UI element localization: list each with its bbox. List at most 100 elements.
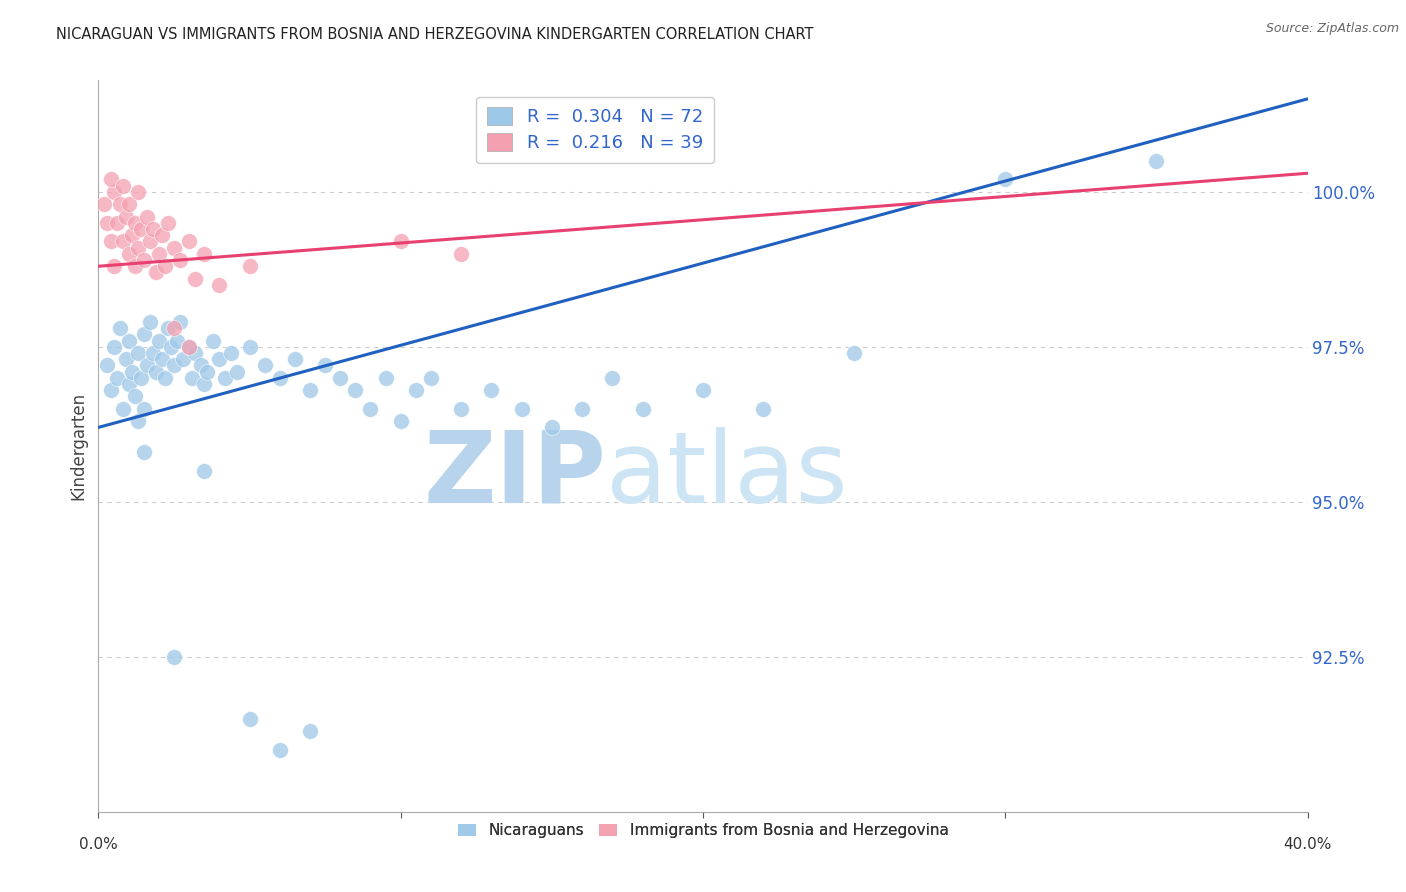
Point <box>239 259 262 273</box>
Point <box>190 359 212 373</box>
Point <box>202 334 225 348</box>
Point <box>1146 153 1168 168</box>
Point <box>118 377 141 392</box>
Point <box>179 235 201 249</box>
Point <box>179 340 201 354</box>
Point <box>142 222 165 236</box>
Point <box>163 241 186 255</box>
Point <box>994 172 1017 186</box>
Point <box>124 259 146 273</box>
Point <box>163 649 186 664</box>
Point <box>103 185 125 199</box>
Point <box>374 371 396 385</box>
Point <box>145 365 167 379</box>
Point <box>184 271 207 285</box>
Point <box>96 216 118 230</box>
Point <box>314 359 336 373</box>
Point <box>193 377 215 392</box>
Point <box>602 371 624 385</box>
Point <box>269 371 291 385</box>
Point <box>481 383 503 397</box>
Point <box>132 253 155 268</box>
Point <box>284 352 307 367</box>
Point <box>360 401 382 416</box>
Point <box>156 321 179 335</box>
Point <box>127 185 149 199</box>
Point <box>111 235 134 249</box>
Point <box>389 414 412 428</box>
Point <box>100 172 122 186</box>
Point <box>221 346 243 360</box>
Point <box>844 346 866 360</box>
Point <box>135 210 157 224</box>
Point <box>239 340 262 354</box>
Point <box>111 178 134 193</box>
Point <box>540 420 562 434</box>
Point <box>142 346 165 360</box>
Y-axis label: Kindergarten: Kindergarten <box>69 392 87 500</box>
Point <box>150 228 173 243</box>
Point <box>510 401 533 416</box>
Point <box>163 321 186 335</box>
Point <box>269 743 291 757</box>
Point <box>181 371 204 385</box>
Point <box>127 241 149 255</box>
Point <box>239 712 262 726</box>
Point <box>692 383 714 397</box>
Text: 40.0%: 40.0% <box>1284 837 1331 852</box>
Text: atlas: atlas <box>606 426 848 524</box>
Point <box>163 359 186 373</box>
Point <box>420 371 443 385</box>
Point <box>631 401 654 416</box>
Point <box>153 259 176 273</box>
Point <box>450 401 472 416</box>
Point <box>124 216 146 230</box>
Point <box>145 265 167 279</box>
Point <box>148 334 170 348</box>
Point <box>118 247 141 261</box>
Point <box>118 197 141 211</box>
Point <box>108 321 131 335</box>
Point <box>193 464 215 478</box>
Point <box>299 724 322 739</box>
Point <box>139 235 162 249</box>
Point <box>193 247 215 261</box>
Point <box>105 371 128 385</box>
Point <box>195 365 218 379</box>
Text: Source: ZipAtlas.com: Source: ZipAtlas.com <box>1265 22 1399 36</box>
Point <box>208 352 231 367</box>
Point <box>226 365 249 379</box>
Point <box>100 383 122 397</box>
Point <box>105 216 128 230</box>
Point <box>344 383 367 397</box>
Point <box>111 401 134 416</box>
Point <box>150 352 173 367</box>
Point <box>114 210 136 224</box>
Text: ZIP: ZIP <box>423 426 606 524</box>
Point <box>129 371 152 385</box>
Text: NICARAGUAN VS IMMIGRANTS FROM BOSNIA AND HERZEGOVINA KINDERGARTEN CORRELATION CH: NICARAGUAN VS IMMIGRANTS FROM BOSNIA AND… <box>56 27 814 42</box>
Point <box>214 371 236 385</box>
Point <box>208 277 231 292</box>
Point <box>405 383 427 397</box>
Point <box>96 359 118 373</box>
Text: 0.0%: 0.0% <box>79 837 118 852</box>
Point <box>121 365 143 379</box>
Point <box>148 247 170 261</box>
Point <box>118 334 141 348</box>
Point <box>139 315 162 329</box>
Point <box>114 352 136 367</box>
Point <box>571 401 593 416</box>
Point <box>156 216 179 230</box>
Point <box>132 445 155 459</box>
Point <box>329 371 352 385</box>
Point <box>132 401 155 416</box>
Point <box>153 371 176 385</box>
Point <box>121 228 143 243</box>
Point <box>127 414 149 428</box>
Point <box>103 340 125 354</box>
Point <box>127 346 149 360</box>
Point <box>299 383 322 397</box>
Point <box>253 359 276 373</box>
Point <box>169 315 191 329</box>
